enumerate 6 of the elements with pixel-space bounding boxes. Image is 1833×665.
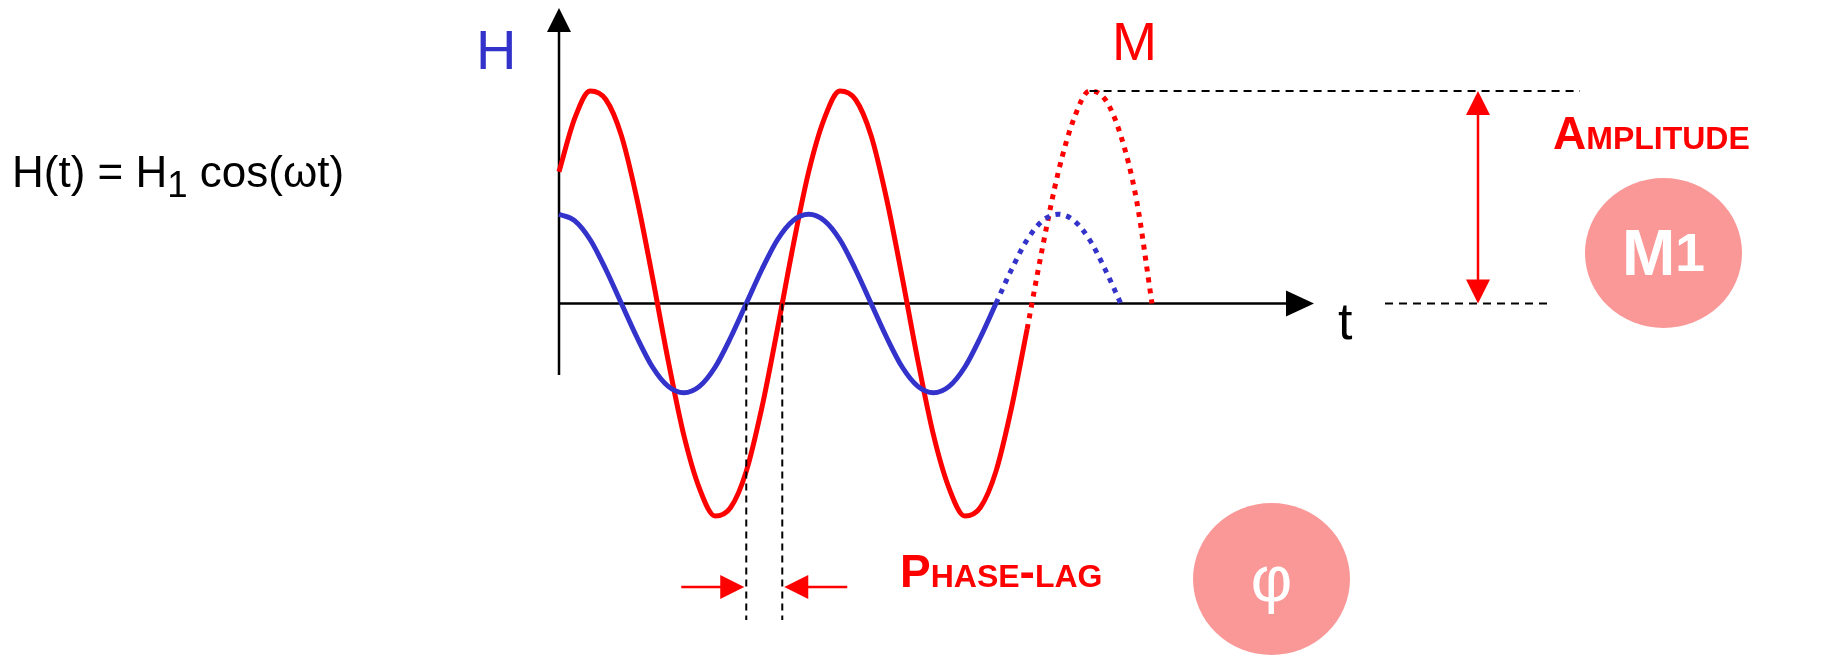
text: H(t) = H$_{1}$ cos(ωt) xyxy=(12,147,345,205)
y-axis-title: H xyxy=(476,18,517,81)
text: Phase-lag xyxy=(900,545,1103,597)
x-axis-title: t xyxy=(1338,292,1353,350)
text: M xyxy=(1112,11,1157,71)
text: Amplitude xyxy=(1553,107,1750,159)
